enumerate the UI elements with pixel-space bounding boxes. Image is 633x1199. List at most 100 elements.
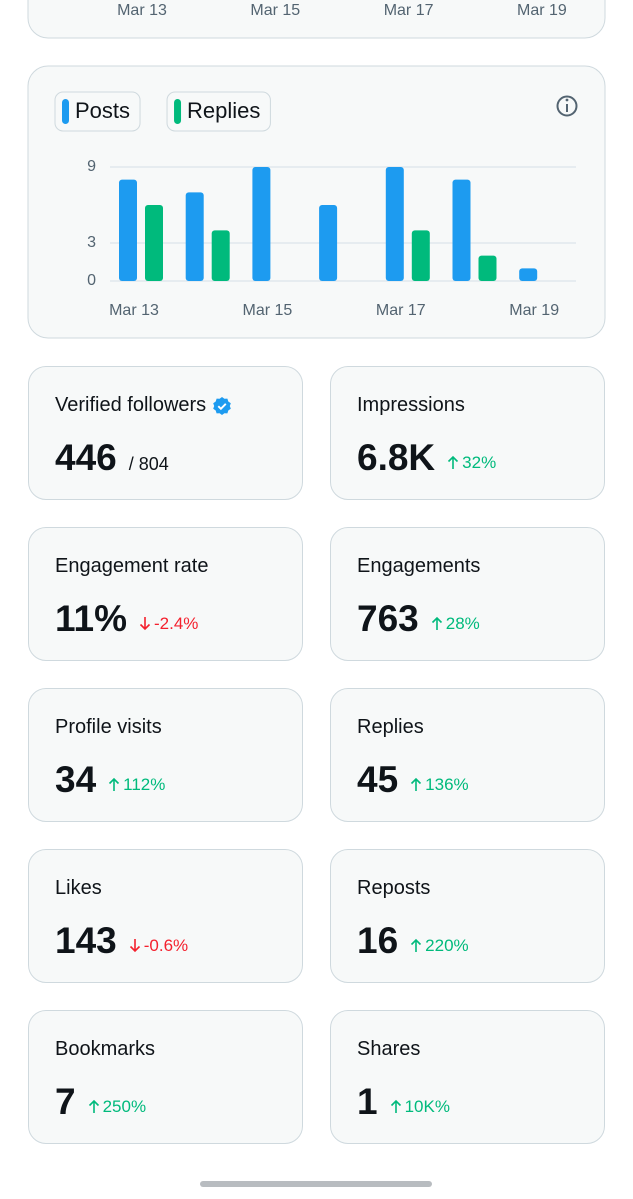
stat-label: Impressions — [357, 394, 465, 417]
y-tick-label: 3 — [87, 234, 96, 251]
stat-total: / 804 — [128, 454, 169, 474]
stat-change: 136% — [410, 774, 469, 795]
stat-row: 763 28% — [357, 598, 480, 640]
legend-item: Replies — [166, 91, 271, 132]
stat-change: 220% — [410, 936, 469, 956]
stat-value: 16 — [357, 920, 399, 961]
stat-card: Likes 143 -0.6% — [28, 849, 303, 983]
stat-card: Shares 1 10K% — [330, 1010, 605, 1144]
stat-card: Profile visits 34 112% — [28, 688, 303, 822]
stat-change: -0.6% — [129, 936, 188, 956]
stat-value: 763 — [357, 598, 419, 639]
arrow-up — [448, 455, 459, 469]
stat-row: 16 220% — [357, 920, 469, 962]
stat-card: Bookmarks 7 250% — [28, 1010, 303, 1144]
x-tick-label: Mar 17 — [376, 302, 426, 319]
stat-label: Bookmarks — [55, 1038, 155, 1061]
bar — [385, 167, 404, 281]
stat-label-text: Shares — [357, 1038, 421, 1060]
stat-change-text: 112% — [123, 774, 166, 794]
arrow-up — [88, 1099, 99, 1113]
stat-change-text: 136% — [425, 774, 469, 794]
stat-value: 143 — [55, 920, 117, 961]
arrow-up — [431, 616, 442, 630]
stat-label: Engagement rate — [55, 555, 208, 578]
bar — [252, 167, 271, 281]
info-icon[interactable] — [556, 95, 578, 117]
stat-card: Verified followers 446 / 804 — [28, 366, 303, 500]
stat-row: 446 / 804 — [55, 437, 169, 479]
bar — [519, 268, 538, 281]
stat-label-text: Engagement rate — [55, 555, 209, 577]
stat-value: 1 — [357, 1081, 378, 1122]
x-tick-label: Mar 15 — [243, 302, 293, 319]
legend-label: Replies — [187, 98, 260, 123]
stat-label-text: Engagements — [357, 555, 481, 577]
arrow-up — [109, 777, 120, 791]
stat-row: 34 112% — [55, 759, 165, 801]
stat-label: Reposts — [357, 877, 430, 900]
top-card — [27, 0, 606, 39]
stat-label: Profile visits — [55, 716, 162, 739]
stat-label: Likes — [55, 877, 102, 900]
stat-card: Reposts 16 220% — [330, 849, 605, 983]
stat-value: 45 — [357, 759, 399, 800]
arrow-down — [129, 939, 140, 953]
stat-label-text: Bookmarks — [55, 1038, 156, 1060]
y-tick-label: 0 — [87, 272, 96, 289]
bar — [452, 179, 471, 281]
x-label: Mar 15 — [250, 2, 300, 19]
bar — [145, 205, 163, 281]
stat-label-text: Verified followers — [55, 394, 207, 416]
stat-card: Impressions 6.8K 32% — [330, 366, 605, 500]
legend-swatch — [174, 99, 182, 124]
stat-row: 11% -2.4% — [55, 598, 198, 640]
arrow-up — [390, 1099, 401, 1113]
stat-change-text: 28% — [445, 613, 480, 633]
stat-value: 11% — [55, 598, 128, 639]
stat-label-text: Replies — [357, 716, 424, 738]
stat-card: Engagement rate 11% -2.4% — [28, 527, 303, 661]
stat-label-text: Profile visits — [55, 716, 162, 738]
x-label: Mar 17 — [384, 2, 434, 19]
bar — [211, 230, 230, 281]
stat-change-text: 10K% — [404, 1096, 450, 1116]
stat-change-text: 32% — [462, 452, 497, 472]
stat-row: 7 250% — [55, 1081, 146, 1123]
legend-swatch — [62, 99, 69, 124]
stat-row: 6.8K 32% — [357, 437, 496, 479]
stat-label: Engagements — [357, 555, 480, 578]
stat-card: Replies 45 136% — [330, 688, 605, 822]
x-label: Mar 13 — [117, 2, 167, 19]
stat-label-text: Reposts — [357, 877, 431, 899]
stat-change: 32% — [447, 453, 496, 473]
stat-value: 7 — [55, 1081, 76, 1122]
home-indicator — [200, 1181, 432, 1187]
stat-change-text: 250% — [102, 1096, 147, 1116]
bar — [119, 179, 137, 281]
stat-change: 28% — [431, 614, 480, 634]
stat-change-text: -0.6% — [143, 935, 189, 955]
stat-value: 34 — [55, 759, 97, 800]
stat-change-text: -2.4% — [154, 613, 199, 633]
stat-label-text: Impressions — [357, 394, 465, 416]
bar — [319, 205, 338, 281]
stat-row: 143 -0.6% — [55, 920, 188, 962]
x-label: Mar 19 — [517, 2, 567, 19]
stat-change: -2.4% — [139, 614, 198, 634]
stat-label-text: Likes — [55, 877, 102, 899]
legend-pill — [54, 91, 141, 132]
stat-value: 446 — [55, 437, 117, 478]
stat-row: 1 10K% — [357, 1081, 450, 1123]
stat-value: 6.8K — [357, 437, 436, 478]
verified-badge — [213, 396, 231, 415]
chart-area: Mar 13 Mar 15 Mar 17 Mar 19 Posts Replies 0 3 9 M… — [27, 0, 606, 339]
arrow-down — [139, 617, 151, 631]
stat-card: Engagements 763 28% — [330, 527, 605, 661]
x-tick-label: Mar 13 — [109, 302, 159, 319]
stat-label: Shares — [357, 1038, 420, 1061]
x-tick-label: Mar 19 — [509, 302, 559, 319]
stat-change: 10K% — [390, 1097, 450, 1117]
stat-change: 250% — [88, 1097, 146, 1117]
